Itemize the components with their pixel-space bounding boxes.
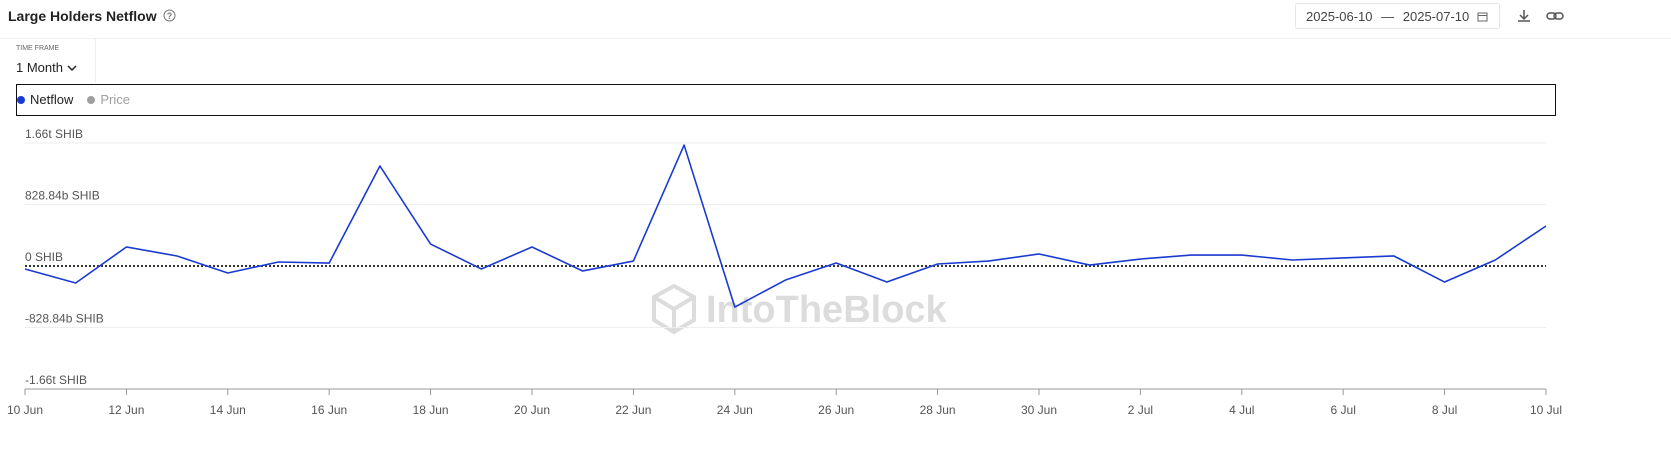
title: Large Holders Netflow ? (8, 8, 176, 24)
x-tick-label: 2 Jul (1128, 403, 1153, 417)
time-frame-select[interactable]: 1 Month (16, 60, 77, 75)
y-tick-label: -828.84b SHIB (25, 312, 104, 326)
legend-item-hidden[interactable]: Price (87, 85, 130, 115)
netflow-line (24, 144, 1547, 308)
legend-label: Netflow (30, 92, 74, 107)
help-icon[interactable]: ? (163, 9, 176, 22)
chevron (67, 65, 77, 72)
x-tick-label: 6 Jul (1331, 403, 1356, 417)
x-tick-label: 20 Jun (514, 403, 550, 417)
x-tick-label: 26 Jun (818, 403, 854, 417)
x-tick-label: 18 Jun (413, 403, 449, 417)
date-end: 2025-07-10 (1402, 9, 1470, 24)
x-tick-label: 4 Jul (1229, 403, 1254, 417)
svg-text:?: ? (167, 11, 173, 21)
y-tick-label: 1.66t SHIB (25, 127, 83, 141)
time-frame-label: TIME FRAME (16, 45, 60, 52)
legend-dot (87, 96, 96, 104)
divider (95, 38, 96, 83)
x-tick-label: 10 Jul (1530, 403, 1562, 417)
download-icon[interactable] (1516, 8, 1532, 24)
watermark-logo (652, 283, 696, 335)
x-tick-label: 30 Jun (1021, 403, 1057, 417)
watermark: IntoTheBlock (706, 289, 948, 331)
x-tick-label: 22 Jun (615, 403, 651, 417)
link-icon[interactable] (1546, 8, 1564, 24)
x-tick-label: 12 Jun (108, 403, 144, 417)
x-tick-label: 24 Jun (717, 403, 753, 417)
y-tick-label: 828.84b SHIB (25, 189, 100, 203)
x-tick-label: 14 Jun (210, 403, 246, 417)
legend-item[interactable]: Netflow (17, 85, 73, 115)
x-tick-label: 16 Jun (311, 403, 347, 417)
x-tick-label: 8 Jul (1432, 403, 1457, 417)
date-range[interactable]: 2025-06-10 — 2025-07-10 (1295, 3, 1500, 29)
y-tick-label: 0 SHIB (25, 250, 63, 264)
date-start: 2025-06-10 (1306, 9, 1373, 24)
legend-label: Price (100, 92, 130, 107)
time-frame-value: 1 Month (16, 60, 63, 75)
divider (0, 38, 1671, 39)
date-separator: — (1381, 9, 1395, 24)
x-tick-label: 28 Jun (920, 403, 956, 417)
x-tick-label: 10 Jun (7, 403, 43, 417)
y-tick-label: -1.66t SHIB (25, 373, 87, 387)
legend: Netflow Price (16, 84, 1556, 116)
title-text: Large Holders Netflow (8, 8, 157, 24)
legend-dot (17, 96, 25, 104)
calendar-icon (1477, 12, 1488, 22)
